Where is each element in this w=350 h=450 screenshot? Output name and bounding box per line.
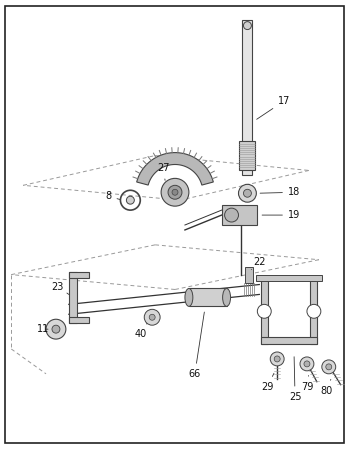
Circle shape (257, 304, 271, 318)
Text: 18: 18 (260, 187, 300, 197)
Circle shape (161, 178, 189, 206)
Circle shape (168, 185, 182, 199)
Bar (69, 272, 77, 323)
Circle shape (326, 364, 332, 370)
Circle shape (225, 208, 238, 222)
Circle shape (304, 361, 310, 367)
Bar (69, 317, 89, 323)
Bar (69, 272, 89, 278)
Circle shape (144, 309, 160, 325)
Text: 22: 22 (251, 256, 266, 270)
Circle shape (172, 189, 178, 195)
Circle shape (322, 360, 336, 374)
Text: 17: 17 (257, 96, 290, 119)
Ellipse shape (223, 288, 231, 306)
Ellipse shape (185, 288, 193, 306)
Circle shape (52, 325, 60, 333)
Circle shape (46, 319, 66, 339)
Circle shape (307, 304, 321, 318)
Bar (189, 288, 226, 306)
Circle shape (270, 352, 284, 366)
Text: 11: 11 (37, 324, 49, 334)
Bar (256, 274, 322, 280)
Bar (261, 279, 268, 344)
Text: 29: 29 (261, 374, 274, 392)
Text: 79: 79 (301, 376, 313, 392)
Bar (310, 279, 317, 344)
Text: 40: 40 (134, 324, 147, 339)
Text: 25: 25 (289, 357, 301, 402)
Text: 66: 66 (189, 312, 204, 379)
Bar (245, 267, 253, 283)
Circle shape (274, 356, 280, 362)
Text: 19: 19 (262, 210, 300, 220)
Bar (261, 337, 317, 344)
Circle shape (244, 189, 251, 197)
Circle shape (300, 357, 314, 371)
Text: 27: 27 (157, 163, 169, 180)
Text: 80: 80 (321, 379, 333, 396)
Circle shape (238, 184, 256, 202)
Text: 23: 23 (52, 282, 69, 294)
Bar (222, 205, 257, 225)
Circle shape (244, 22, 251, 30)
Bar (239, 141, 255, 171)
Polygon shape (136, 153, 214, 185)
Bar (243, 20, 252, 176)
Circle shape (149, 314, 155, 320)
Circle shape (126, 196, 134, 204)
Text: 8: 8 (105, 191, 120, 201)
